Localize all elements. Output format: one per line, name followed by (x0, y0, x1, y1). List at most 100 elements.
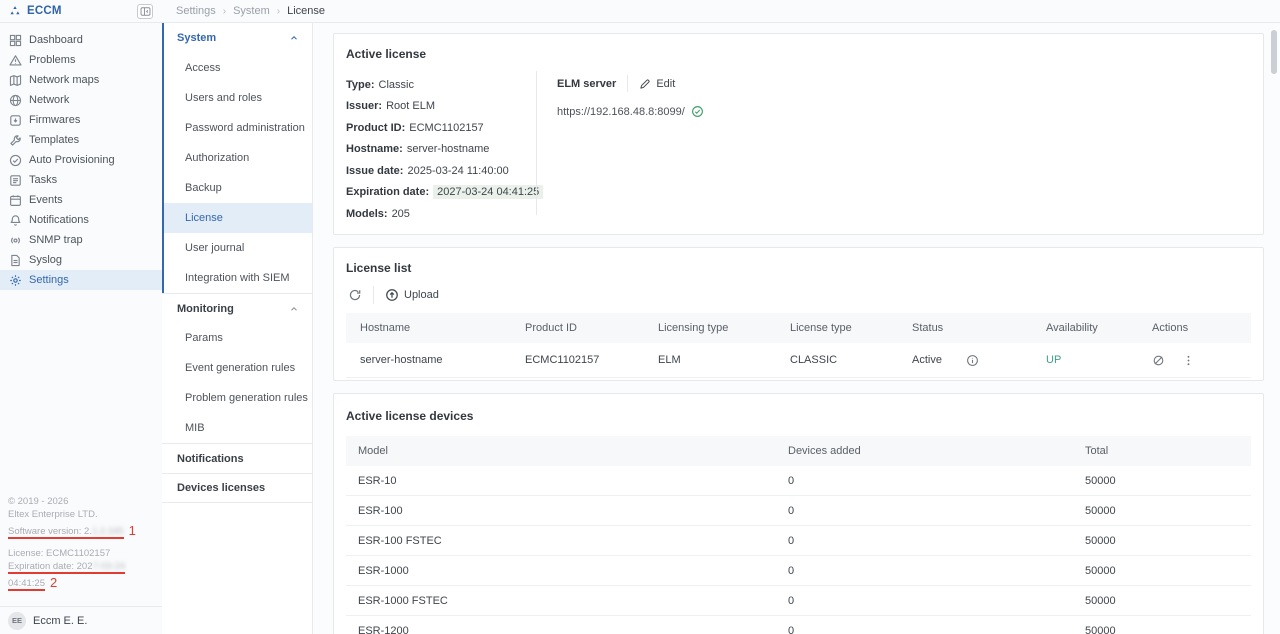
scrollbar-thumb[interactable] (1271, 30, 1277, 74)
sidebar-item-network[interactable]: Network (0, 90, 162, 110)
field-expiration-date: Expiration date: 2027-03-24 04:41:25 (346, 182, 544, 204)
sidebar-item-snmp-trap[interactable]: SNMP trap (0, 230, 162, 250)
sidebar-collapse-button[interactable] (137, 3, 153, 19)
sidebar-item-dashboard[interactable]: Dashboard (0, 30, 162, 50)
annotation-2: 2 (49, 574, 58, 590)
elm-server-block: ELM server Edit https:/ (537, 61, 704, 219)
chevron-up-icon (289, 304, 299, 314)
submenu-group-devices-licenses[interactable]: Devices licenses (162, 473, 312, 503)
check-circle-icon (691, 105, 704, 118)
sidebar-item-label: SNMP trap (29, 234, 83, 246)
submenu-item-problem-generation-rules[interactable]: Problem generation rules (185, 392, 308, 404)
edit-elm-server-button[interactable]: Edit (639, 78, 675, 90)
sidebar-item-auto-provisioning[interactable]: Auto Provisioning (0, 150, 162, 170)
sidebar-item-label: Notifications (29, 214, 89, 226)
submenu-item-mib[interactable]: MIB (185, 422, 205, 434)
document-icon (9, 254, 22, 267)
user-menu[interactable]: EE Eccm E. E. (0, 606, 162, 634)
submenu-item-users-and-roles[interactable]: Users and roles (185, 92, 263, 104)
wrench-icon (9, 134, 22, 147)
sidebar-item-templates[interactable]: Templates (0, 130, 162, 150)
field-hostname: Hostname: server-hostname (346, 143, 490, 156)
warning-triangle-icon (9, 54, 22, 67)
sidebar-item-syslog[interactable]: Syslog (0, 250, 162, 270)
sidebar-item-label: Firmwares (29, 114, 81, 126)
active-license-title: Active license (346, 47, 427, 61)
brand-area: ECCM (0, 0, 162, 22)
submenu-item-access[interactable]: Access (185, 62, 221, 74)
sidebar-item-tasks[interactable]: Tasks (0, 170, 162, 190)
calendar-icon (9, 194, 22, 207)
sidebar-item-settings[interactable]: Settings (0, 270, 162, 290)
col-product-id: Product ID (525, 322, 577, 334)
sidebar-item-events[interactable]: Events (0, 190, 162, 210)
sidebar-item-label: Settings (29, 274, 69, 286)
sidebar-item-problems[interactable]: Problems (0, 50, 162, 70)
refresh-button[interactable] (348, 288, 362, 302)
submenu-item-authorization[interactable]: Authorization (185, 152, 250, 164)
license-table-header: Hostname Product ID Licensing type Licen… (346, 313, 1251, 343)
field-type: Type: Classic (346, 78, 414, 91)
vertical-divider (536, 71, 537, 215)
sidebar-item-notifications[interactable]: Notifications (0, 210, 162, 230)
annotation-1: 1 (128, 522, 136, 538)
breadcrumb-separator-icon: › (276, 5, 281, 17)
avatar: EE (8, 611, 26, 630)
sidebar-item-firmwares[interactable]: Firmwares (0, 110, 162, 130)
software-version-redacted: 1.2.345 (91, 525, 124, 537)
sidebar-item-label: Events (29, 194, 63, 206)
col-licensing-type: Licensing type (658, 322, 729, 334)
check-circle-icon (9, 154, 22, 167)
sidebar-item-network-maps[interactable]: Network maps (0, 70, 162, 90)
submenu-item-integration-with-siem[interactable]: Integration with SIEM (185, 272, 290, 284)
sidebar-item-label: Problems (29, 54, 76, 66)
breadcrumb: Settings › System › License (162, 0, 325, 22)
field-models: Models: 205 (346, 207, 410, 220)
col-total: Total (1085, 445, 1109, 457)
col-license-type: License type (790, 322, 852, 334)
software-version-line: Software version: 2.1.2.345 1 (8, 522, 136, 539)
upload-button[interactable]: Upload (385, 288, 439, 302)
eltex-logo-icon (9, 5, 21, 17)
col-availability: Availability (1046, 322, 1098, 334)
sidebar-item-label: Dashboard (29, 34, 83, 46)
col-hostname: Hostname (360, 322, 411, 334)
submenu-item-params[interactable]: Params (185, 332, 223, 344)
group-label: Monitoring (177, 302, 234, 315)
group-label: Devices licenses (177, 482, 266, 494)
breadcrumb-system[interactable]: System (233, 5, 270, 17)
submenu-group-notifications[interactable]: Notifications (162, 443, 312, 473)
toolbar-divider (373, 286, 374, 304)
map-icon (9, 74, 22, 87)
active-license-fields: Type: Classic Issuer: Root ELM Product ID:… (346, 61, 544, 220)
col-status: Status (912, 322, 944, 334)
submenu-item-license[interactable]: License (162, 203, 312, 233)
col-model: Model (358, 445, 388, 457)
cell-license-type: CLASSIC (790, 354, 838, 366)
license-id-line: License: ECMC1102157 (8, 548, 111, 560)
field-product-id: Product ID: ECMC1102157 (346, 121, 484, 134)
breadcrumb-settings[interactable]: Settings (176, 5, 216, 17)
main-sidebar: Dashboard Problems (0, 23, 162, 634)
col-actions: Actions (1152, 322, 1189, 334)
cell-status: Active (912, 354, 1046, 367)
license-list-title: License list (346, 261, 412, 275)
kebab-menu-icon[interactable] (1182, 354, 1195, 367)
deactivate-license-icon[interactable] (1152, 354, 1165, 367)
submenu-item-event-generation-rules[interactable]: Event generation rules (185, 362, 296, 374)
submenu-group-system[interactable]: System (162, 23, 312, 53)
device-row: ESR-100 0 50000 (346, 496, 1251, 526)
info-icon[interactable] (966, 354, 979, 367)
chevron-up-icon (289, 33, 299, 43)
upload-icon (385, 288, 399, 302)
submenu-item-user-journal[interactable]: User journal (185, 242, 245, 254)
group-label: Notifications (177, 452, 244, 465)
devices-title: Active license devices (346, 409, 474, 423)
submenu-item-backup[interactable]: Backup (185, 182, 222, 194)
submenu-item-password-administration[interactable]: Password administration (185, 122, 305, 134)
submenu-group-monitoring[interactable]: Monitoring (162, 293, 312, 323)
cell-hostname: server-hostname (360, 354, 443, 366)
expiration-redacted: 7-03-24 (92, 560, 126, 572)
breadcrumb-license: License (287, 5, 326, 17)
